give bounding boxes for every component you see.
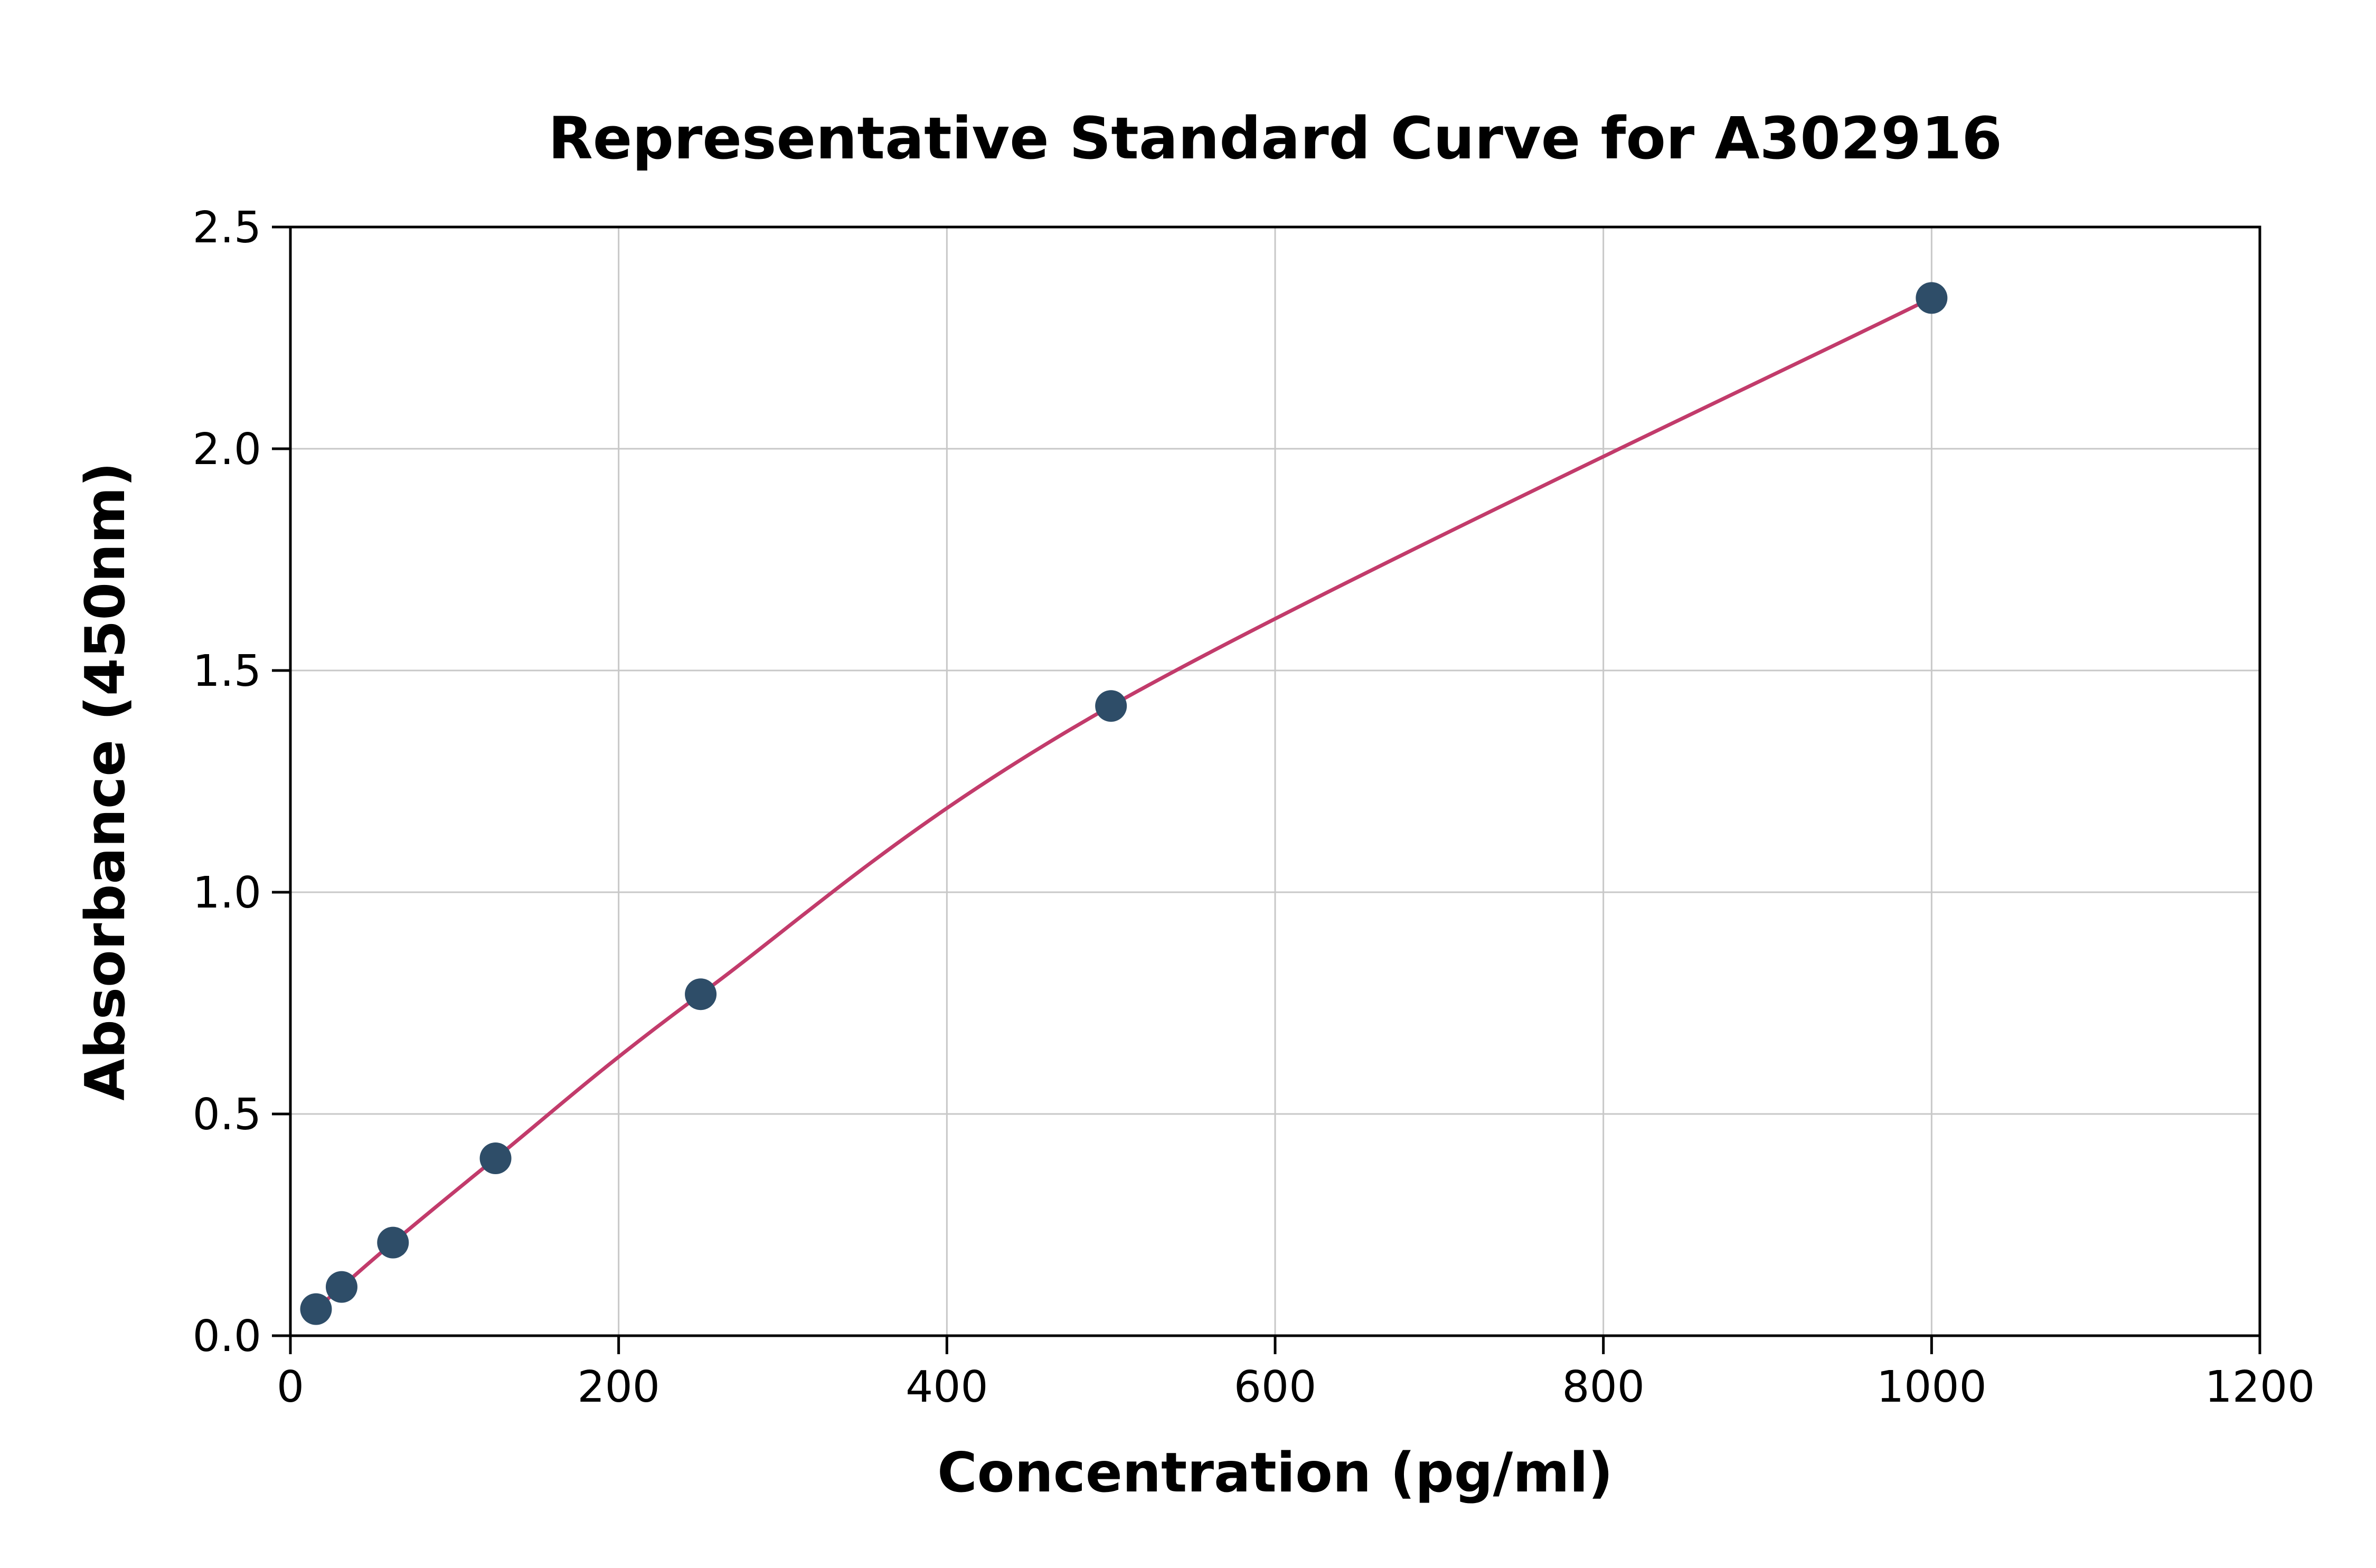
data-point <box>377 1226 409 1259</box>
x-tick-label: 800 <box>1562 1362 1645 1412</box>
data-point <box>685 978 717 1010</box>
x-tick-label: 400 <box>906 1362 988 1412</box>
y-axis-label: Absorbance (450nm) <box>74 462 137 1100</box>
x-tick-label: 1200 <box>2205 1362 2315 1412</box>
x-tick-label: 1000 <box>1877 1362 1987 1412</box>
y-tick-label: 0.5 <box>193 1090 261 1140</box>
data-point <box>1916 282 1948 314</box>
y-tick-label: 1.5 <box>193 646 261 696</box>
data-series <box>300 282 1948 1325</box>
data-point <box>479 1142 512 1174</box>
chart-title: Representative Standard Curve for A30291… <box>548 105 2002 172</box>
y-tick-label: 2.5 <box>193 203 261 253</box>
data-point <box>325 1271 357 1303</box>
x-tick-label: 600 <box>1234 1362 1317 1412</box>
y-tick-label: 2.0 <box>193 424 261 475</box>
x-axis-label: Concentration (pg/ml) <box>937 1441 1613 1505</box>
data-point <box>1095 690 1127 722</box>
axis-ticks: 0 200 400 600 800 1000 1200 0.0 0.5 1.0 1.5 2.0 2.5 <box>193 203 2315 1412</box>
y-tick-label: 1.0 <box>193 868 261 918</box>
x-tick-label: 200 <box>577 1362 660 1412</box>
x-tick-label: 0 <box>277 1362 304 1412</box>
data-point <box>300 1293 332 1325</box>
y-tick-label: 0.0 <box>193 1311 261 1362</box>
